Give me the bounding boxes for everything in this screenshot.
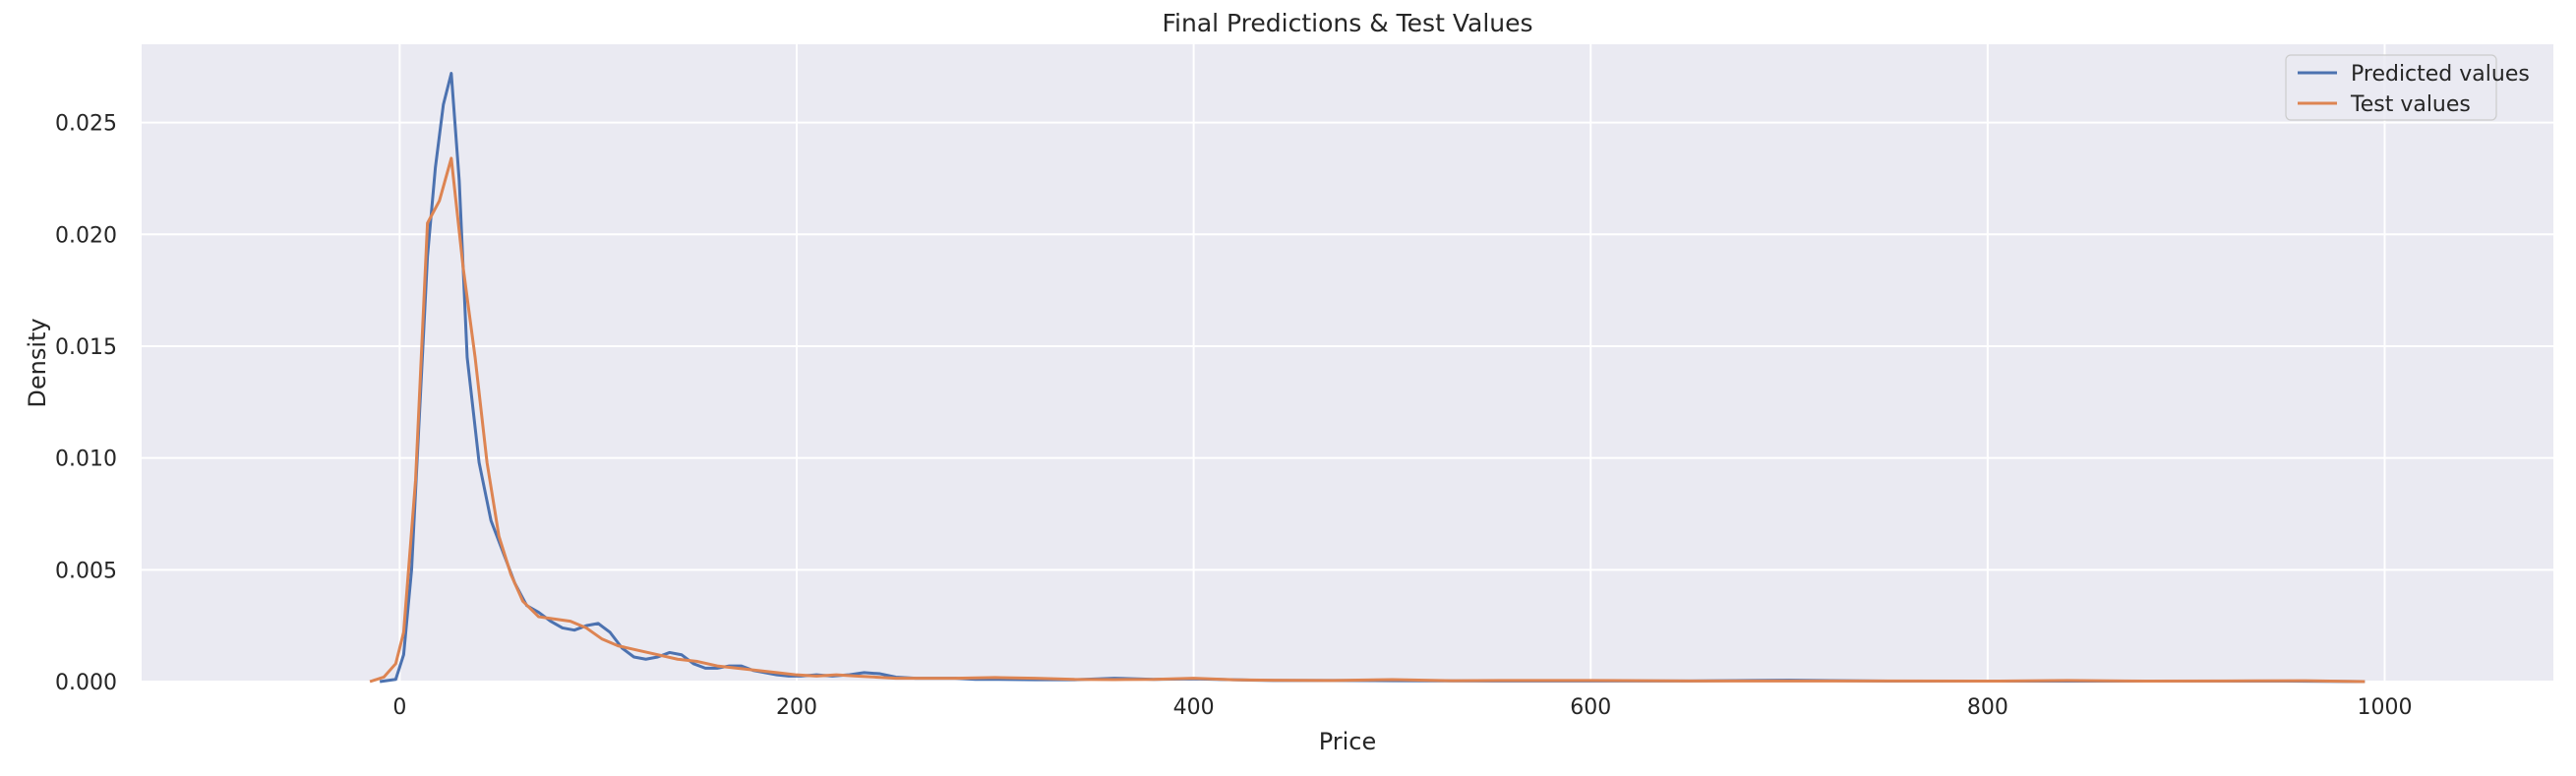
legend-label: Predicted values [2351,62,2530,87]
y-tick-label: 0.020 [55,223,117,248]
tick-labels: 0 200 400 600 800 1000 0.000 0.005 0.010 0.015 0.0… [55,112,2412,720]
y-tick-label: 0.000 [55,671,117,695]
y-tick-label: 0.005 [55,559,117,583]
series-lines [369,72,2366,684]
series-line-test [369,156,2366,684]
grid-lines [142,44,2553,683]
x-axis-label: Price [1319,728,1377,755]
x-tick-label: 0 [392,695,406,720]
chart-title: Final Predictions & Test Values [1162,9,1532,37]
x-tick-label: 800 [1967,695,2008,720]
x-tick-label: 400 [1173,695,1215,720]
x-tick-label: 200 [776,695,817,720]
y-tick-label: 0.025 [55,112,117,137]
y-axis-label: Density [24,318,51,407]
y-tick-label: 0.015 [55,335,117,360]
y-tick-label: 0.010 [55,448,117,472]
x-tick-label: 1000 [2357,695,2412,720]
x-tick-label: 600 [1570,695,1611,720]
legend: Predicted values Test values [2285,54,2530,121]
legend-box [2285,54,2497,121]
legend-label: Test values [2350,92,2471,117]
plot-area [142,44,2553,682]
